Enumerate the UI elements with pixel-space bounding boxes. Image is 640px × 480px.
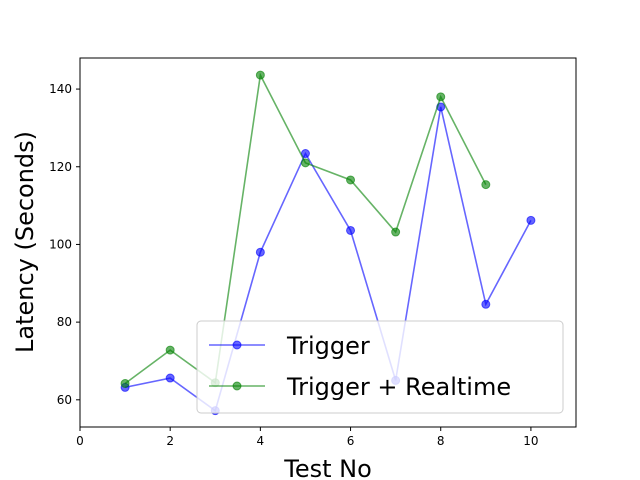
y-tick-label: 80 [57,315,72,329]
legend-label-1: Trigger + Realtime [286,373,511,401]
legend-marker-0 [232,340,242,350]
data-point-s0-1 [165,373,175,383]
legend-marker-1 [232,381,242,391]
data-point-s1-5 [346,175,356,185]
x-tick-label: 0 [76,434,84,448]
y-axis-ticks: 60 80 100 120 140 [49,82,80,407]
data-point-s1-1 [165,345,175,355]
y-axis-label: Latency (Seconds) [11,131,39,353]
x-tick-label: 10 [523,434,538,448]
x-axis-label: Test No [283,455,372,480]
data-point-s0-5 [346,225,356,235]
data-point-s1-6 [391,227,401,237]
data-point-s1-3 [255,70,265,80]
y-tick-label: 140 [49,82,72,96]
x-tick-label: 2 [166,434,174,448]
data-point-s1-4 [300,158,310,168]
x-tick-label: 8 [437,434,445,448]
data-point-s0-3 [255,247,265,257]
series-line-0 [124,106,532,413]
data-point-s1-8 [481,180,491,190]
y-tick-label: 100 [49,237,72,251]
y-tick-label: 120 [49,160,72,174]
data-point-s1-0 [120,378,130,388]
y-tick-label: 60 [57,393,72,407]
x-axis-ticks: 0 2 4 6 8 10 [76,427,539,448]
data-point-s0-9 [526,215,536,225]
x-tick-label: 6 [347,434,355,448]
legend-label-0: Trigger [286,332,370,360]
data-point-s1-7 [436,92,446,102]
data-point-s0-8 [481,299,491,309]
legend: Trigger Trigger + Realtime [196,320,564,414]
legend-box [196,320,564,414]
x-tick-label: 4 [257,434,265,448]
